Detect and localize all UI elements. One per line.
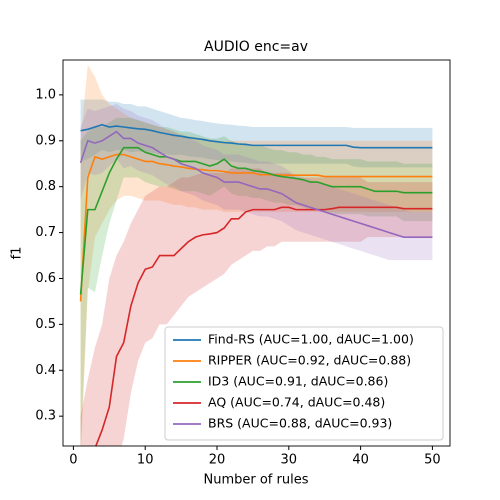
y-tick-label: 0.7	[35, 225, 56, 240]
y-tick-label: 0.3	[35, 409, 56, 424]
x-tick-label: 10	[137, 453, 154, 468]
y-tick-label: 0.8	[35, 179, 56, 194]
x-tick-label: 50	[424, 453, 441, 468]
y-tick-label: 1.0	[35, 87, 56, 102]
error-band	[80, 99, 433, 168]
series-line	[80, 123, 433, 149]
y-axis-label: f1	[10, 247, 25, 260]
error-band	[80, 104, 433, 261]
series-line	[79, 146, 433, 295]
error-band	[80, 117, 433, 446]
x-tick-label: 40	[352, 453, 369, 468]
x-tick-label: 0	[69, 453, 77, 468]
y-tick-label: 0.6	[35, 271, 56, 286]
error-band	[80, 65, 433, 446]
legend-label: ID3 (AUC=0.91, dAUC=0.86)	[208, 374, 388, 389]
series-line	[79, 130, 433, 238]
legend: Find-RS (AUC=1.00, dAUC=1.00) RIPPER (AUC…	[164, 326, 444, 441]
y-tick-label: 0.9	[35, 133, 56, 148]
y-tick-label: 0.4	[35, 363, 56, 378]
legend-label: RIPPER (AUC=0.92, dAUC=0.88)	[208, 353, 411, 368]
y-tick-label: 0.5	[35, 317, 56, 332]
chart-title: AUDIO enc=av	[204, 39, 308, 55]
series-line	[79, 153, 433, 302]
x-tick-label: 20	[209, 453, 226, 468]
legend-box	[164, 326, 444, 441]
plot-frame	[62, 59, 451, 447]
legend-label: Find-RS (AUC=1.00, dAUC=1.00)	[208, 332, 414, 347]
legend-label: BRS (AUC=0.88, dAUC=0.93)	[208, 416, 392, 431]
x-tick-label: 30	[281, 453, 298, 468]
legend-label: AQ (AUC=0.74, dAUC=0.48)	[208, 395, 385, 410]
series-line	[94, 206, 433, 446]
axes: 0 10 20 30 40 50 0.3 0.4 0.5 0.6 0.7 0.8 0.9 1.0	[35, 59, 451, 468]
plot-area	[79, 65, 433, 446]
x-axis-label: Number of rules	[204, 473, 309, 488]
error-band	[80, 168, 433, 446]
